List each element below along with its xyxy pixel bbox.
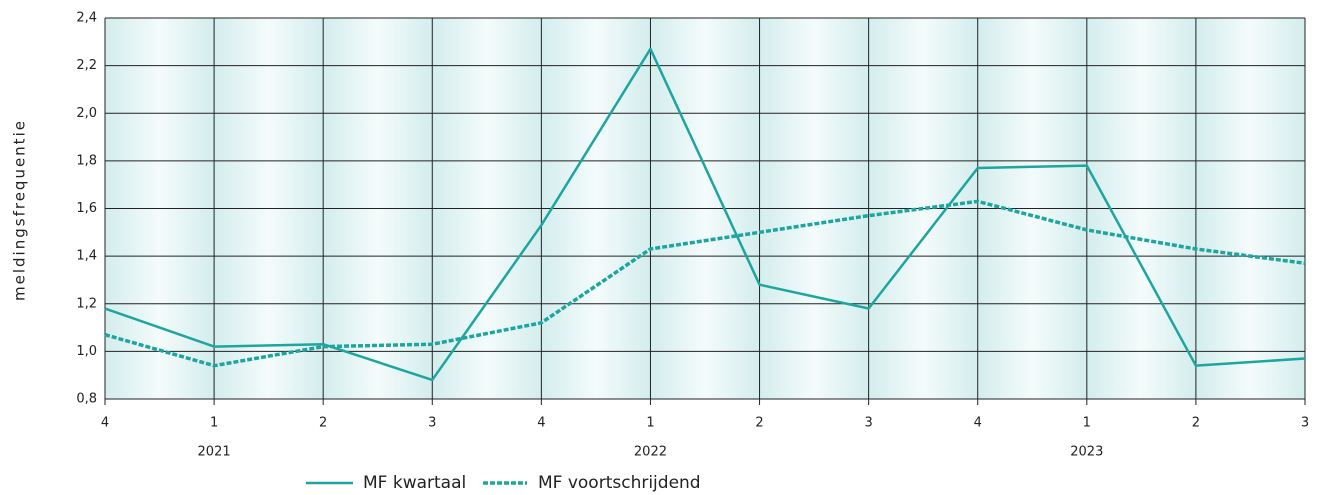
legend-label: MF kwartaal [363, 473, 466, 493]
y-axis-label: meldingsfrequentie [11, 119, 29, 301]
legend-label: MF voortschrijdend [538, 473, 701, 493]
y-tick-label: 2,0 [76, 106, 97, 121]
y-tick-label: 1,8 [76, 153, 97, 168]
year-label: 2022 [634, 445, 667, 460]
x-tick-label: 4 [537, 416, 545, 431]
x-tick-label: 4 [974, 416, 982, 431]
y-tick-label: 0,8 [76, 392, 97, 407]
y-tick-label: 1,6 [76, 201, 97, 216]
x-tick-label: 2 [1192, 416, 1200, 431]
year-label: 2021 [198, 445, 231, 460]
y-tick-label: 1,2 [76, 296, 97, 311]
x-tick-label: 2 [755, 416, 763, 431]
year-label: 2023 [1070, 445, 1103, 460]
x-tick-label: 3 [1301, 416, 1309, 431]
x-tick-label: 3 [428, 416, 436, 431]
y-tick-label: 1,4 [76, 249, 97, 264]
x-tick-label: 1 [1083, 416, 1091, 431]
x-tick-label: 3 [864, 416, 872, 431]
y-tick-label: 1,0 [76, 344, 97, 359]
y-tick-label: 2,4 [76, 11, 97, 26]
x-tick-label: 2 [319, 416, 327, 431]
x-tick-label: 4 [101, 416, 109, 431]
y-tick-label: 2,2 [76, 58, 97, 73]
x-tick-label: 1 [646, 416, 654, 431]
series-line [104, 47, 1306, 382]
x-tick-label: 1 [210, 416, 218, 431]
series-line [104, 199, 1306, 368]
